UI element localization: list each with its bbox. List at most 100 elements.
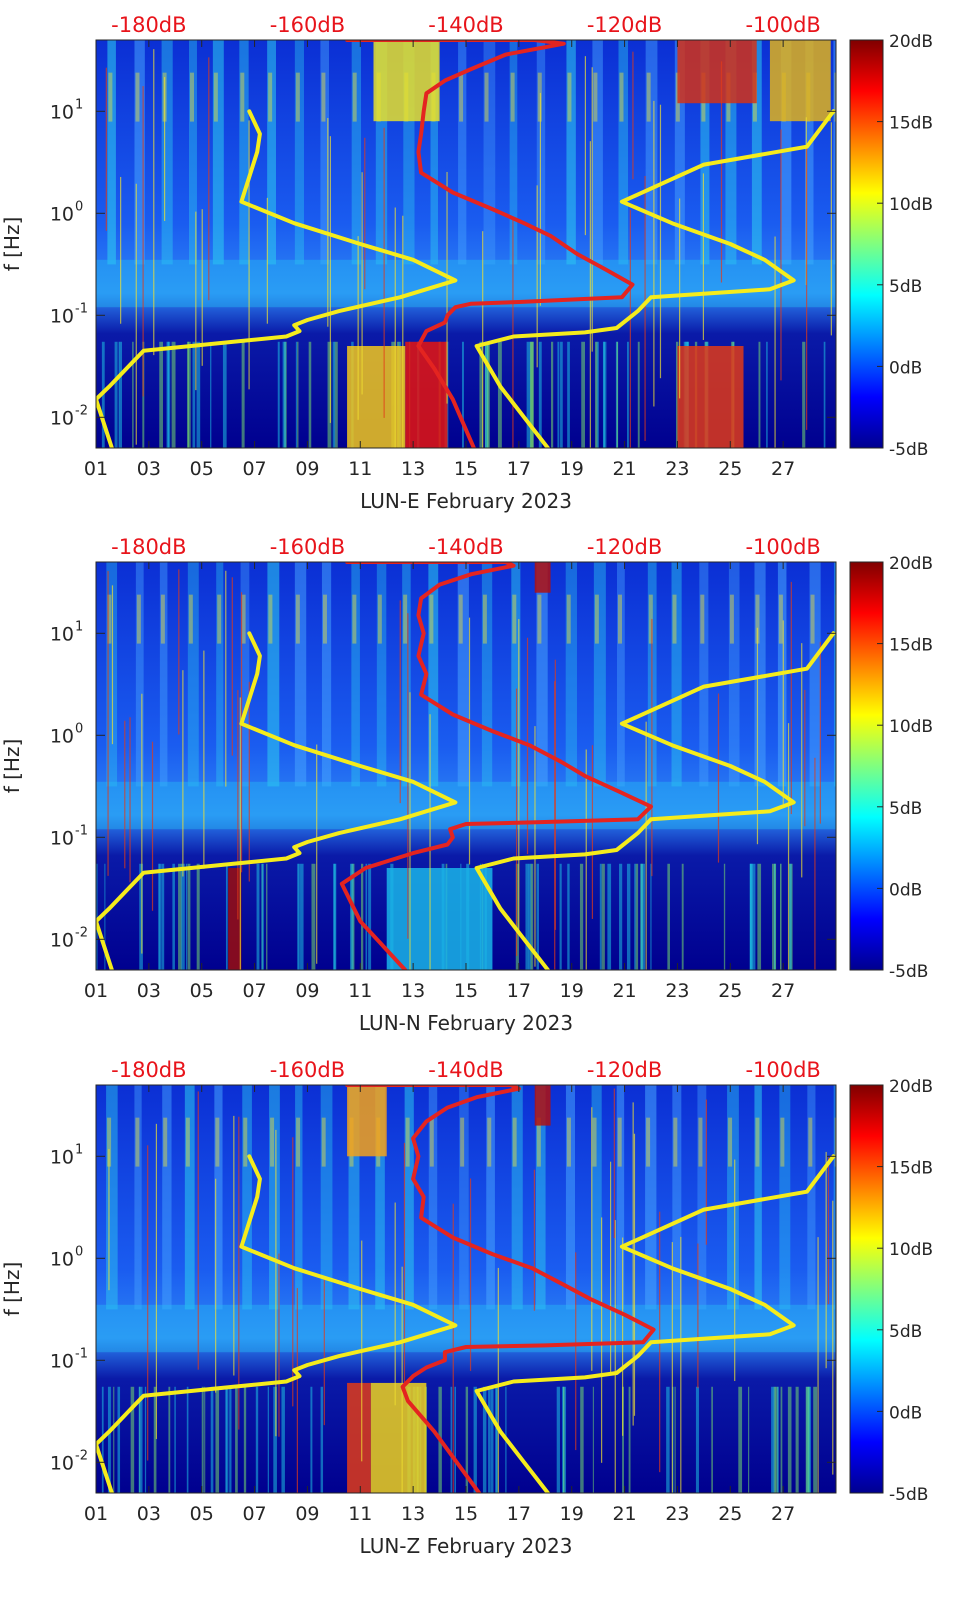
- spectrogram-spike: [203, 650, 205, 869]
- spectrogram-streak: [321, 72, 326, 122]
- spectrogram-streak: [214, 1085, 223, 1310]
- spectrogram-streak: [673, 1117, 678, 1167]
- spectrogram-lowfreq-line: [210, 1386, 214, 1493]
- spectrogram-spike: [482, 231, 484, 448]
- spectrogram-lowfreq-line: [172, 863, 175, 970]
- spectrogram-spike: [512, 219, 514, 448]
- spectrogram-streak: [320, 40, 330, 265]
- spectrogram-lowfreq-line: [138, 1386, 143, 1493]
- spectrogram-lowfreq-line: [107, 1386, 111, 1493]
- spectrogram-lowfreq-line: [117, 1386, 121, 1493]
- spectrogram-streak: [352, 594, 357, 644]
- spectrogram-lowfreq-line: [789, 863, 792, 970]
- spectrogram-streak: [594, 594, 599, 644]
- spectrogram-hotspot: [534, 1085, 551, 1126]
- spectrogram-lowfreq-line: [144, 1386, 147, 1493]
- spectrogram-lowfreq-line: [628, 1386, 631, 1493]
- spectrogram-spike: [129, 717, 131, 883]
- spectrogram-spike: [178, 569, 180, 735]
- spectrogram-streak: [592, 1117, 597, 1167]
- y-tick-exponent: -1: [75, 1346, 88, 1361]
- x-tick-label: 23: [665, 458, 689, 480]
- top-db-tick-label: -120dB: [587, 13, 662, 37]
- spectrogram-lowfreq-line: [787, 1386, 792, 1493]
- spectrogram-spike: [830, 122, 832, 336]
- spectrogram-spike: [469, 1178, 472, 1371]
- spectrogram-lowfreq-line: [241, 341, 245, 448]
- spectrogram-spike: [632, 51, 634, 180]
- spectrogram-spike: [248, 681, 250, 882]
- x-tick-label: 11: [348, 980, 372, 1002]
- spectrogram-streak: [619, 72, 624, 122]
- spectrogram-streak: [375, 40, 388, 265]
- spectrogram-lowfreq-line: [185, 863, 187, 970]
- spectrogram-lowfreq-line: [168, 1386, 171, 1493]
- spectrogram-panel: 01 03 05 07 09 11 13 15 17 19 21 23 25 27-180dB -160dB…: [0, 1058, 933, 1558]
- spectrogram-lowfreq-line: [596, 341, 599, 448]
- spectrogram-spike: [790, 581, 792, 815]
- x-tick-label: 09: [295, 458, 319, 480]
- spectrogram-spike: [819, 641, 821, 824]
- spectrogram-lowfreq-line: [132, 341, 134, 448]
- x-tick-label: 05: [190, 458, 214, 480]
- spectrogram-lowfreq-line: [215, 1386, 220, 1493]
- spectrogram-streak: [352, 72, 357, 122]
- spectrogram-spike: [825, 1151, 827, 1369]
- spectrogram-spike: [238, 1116, 240, 1430]
- spectrogram-streak: [537, 72, 542, 122]
- spectrogram-lowfreq-line: [602, 341, 606, 448]
- spectrogram-spike: [827, 1157, 830, 1305]
- spectrogram-streak: [511, 1085, 523, 1310]
- colorbar-tick-label: -5dB: [889, 962, 928, 982]
- spectrogram-streak: [351, 562, 360, 787]
- x-tick-label: 01: [84, 458, 108, 480]
- spectrogram-spike: [591, 745, 594, 919]
- spectrogram-lowfreq-line: [461, 341, 464, 448]
- spectrogram-lowfreq-line: [530, 863, 534, 970]
- spectrogram-hotspot: [769, 40, 831, 122]
- spectrogram-streak: [212, 40, 224, 265]
- spectrogram-lowfreq-line: [780, 1386, 783, 1493]
- spectrogram-lowfreq-line: [823, 341, 826, 448]
- spectrogram-hotspot: [386, 868, 493, 970]
- spectrogram-spike: [409, 692, 411, 970]
- spectrogram-lowfreq-line: [772, 863, 776, 970]
- top-db-tick-label: -140dB: [428, 13, 503, 37]
- spectrogram-spike: [613, 1088, 615, 1239]
- x-axis-label: LUN-Z February 2023: [360, 1534, 573, 1558]
- spectrogram-spike: [446, 171, 448, 404]
- spectrogram-streak: [404, 1085, 414, 1310]
- spectrogram-lowfreq-line: [186, 1386, 189, 1493]
- x-tick-label: 05: [190, 1503, 214, 1525]
- spectrogram-lowfreq-line: [567, 863, 570, 970]
- spectrogram-spike: [296, 1288, 298, 1493]
- y-tick-exponent: 1: [75, 619, 83, 634]
- spectrogram-hotspot: [347, 1382, 371, 1493]
- x-tick-label: 11: [348, 458, 372, 480]
- spectrogram-streak: [217, 594, 222, 644]
- spectrogram-streak: [458, 594, 463, 644]
- top-db-tick-label: -100dB: [745, 535, 820, 559]
- spectrogram-spike: [554, 681, 556, 970]
- spectrogram-streak: [593, 562, 606, 787]
- spectrogram-streak: [268, 594, 273, 644]
- top-db-tick-label: -180dB: [111, 13, 186, 37]
- x-tick-label: 23: [665, 1503, 689, 1525]
- red-noise-curve: [345, 1085, 656, 1493]
- spectrogram-lowfreq-line: [634, 863, 636, 970]
- spectrogram-spike: [278, 1253, 280, 1437]
- spectrogram-streak: [645, 40, 658, 265]
- spectrogram-lowfreq-line: [297, 863, 300, 970]
- spectrogram-lowfreq-line: [487, 341, 490, 448]
- colorbar: [849, 1084, 884, 1494]
- spectrogram-streak: [484, 72, 489, 122]
- spectrogram-streak: [106, 562, 118, 787]
- spectrogram-streak: [267, 562, 280, 787]
- spectrogram-streak: [834, 1117, 836, 1167]
- spectrogram-lowfreq-line: [667, 863, 670, 970]
- spectrogram-streak: [460, 1117, 465, 1167]
- spectrogram-spike: [591, 67, 593, 352]
- red-noise-curve: [339, 562, 653, 970]
- spectrogram-lowfreq-line: [368, 863, 372, 970]
- spectrogram-spike: [601, 1217, 603, 1463]
